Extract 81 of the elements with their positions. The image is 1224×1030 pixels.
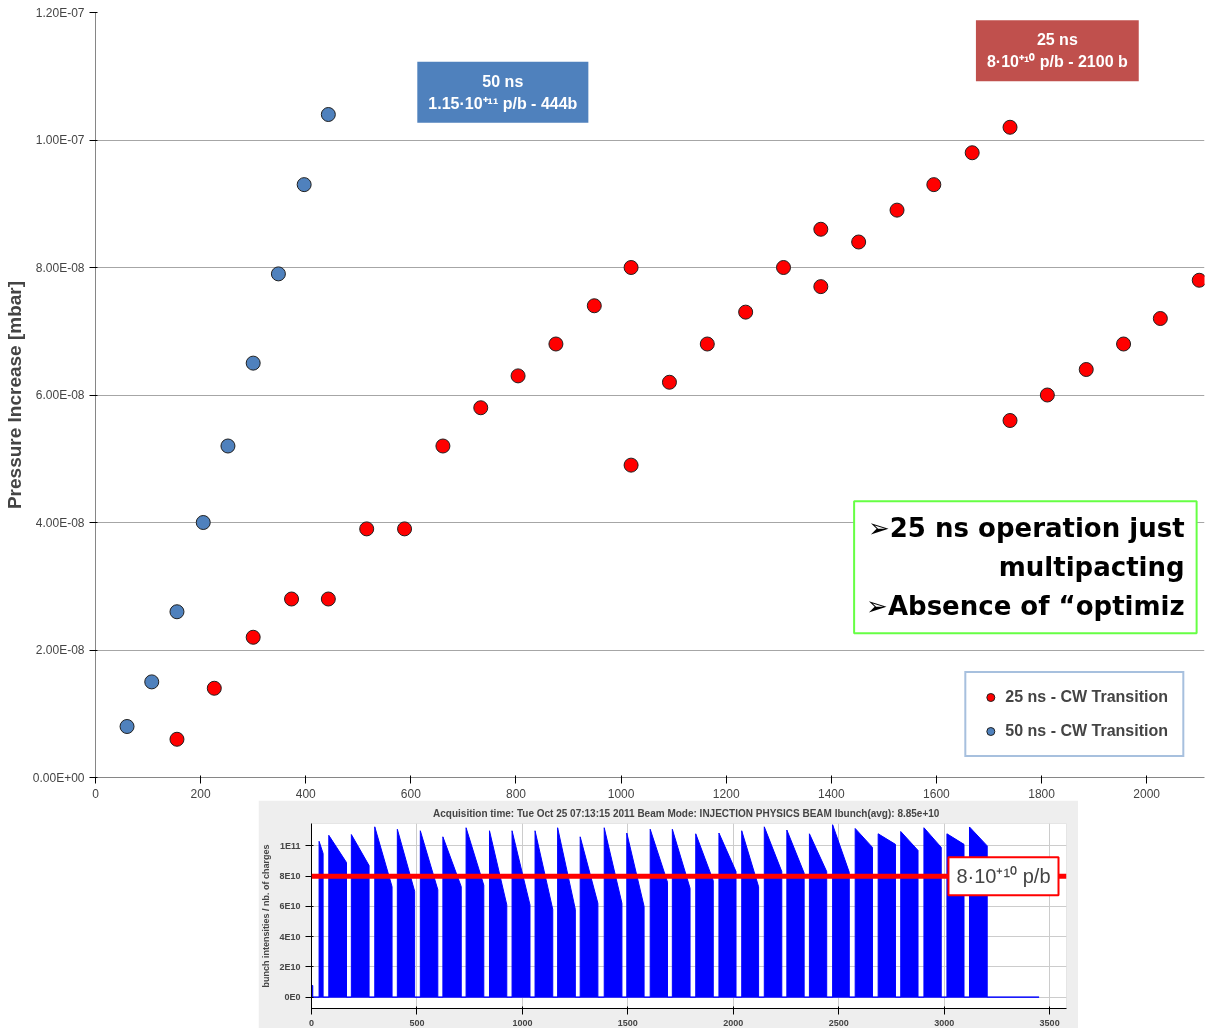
x-tick-label: 1000: [607, 786, 635, 801]
chart-title: Acquisition time: Tue Oct 25 07:13:15 2011 Beam Mode: INJECTION PHYSICS BEAM Ibunch(avg): 8.85e+10: [433, 807, 940, 819]
annotation: ➢25 ns operation just multipacting ➢Absence of “optimiz: [866, 513, 1185, 622]
y-tick-label: 0.00E+00: [32, 770, 85, 785]
x-tick-label: 1000: [512, 1017, 533, 1028]
point: [851, 234, 867, 250]
x-tick-label: 2500: [828, 1017, 849, 1028]
point: [435, 438, 451, 454]
point: [320, 107, 336, 122]
point: [661, 374, 677, 390]
x-tick-label: 2000: [1133, 786, 1161, 801]
y-tick-label: 8E10: [279, 871, 301, 882]
x-tick-label: 0: [309, 1017, 315, 1028]
y-tick-label: 6.00E-08: [35, 388, 85, 402]
y-tick-label: 1.20E-07: [35, 5, 85, 20]
point: [397, 521, 413, 537]
point: [623, 457, 639, 473]
point: [889, 202, 905, 218]
y-axis-title: bunch intensities / nb. of charges: [261, 844, 272, 988]
x-tick-label: 1500: [617, 1017, 638, 1028]
point: [359, 521, 375, 537]
point: [1152, 311, 1168, 326]
x-tick-label: 1800: [1028, 786, 1056, 801]
point: [1039, 387, 1055, 403]
point: [245, 355, 261, 371]
point: [586, 298, 602, 314]
x-tick-label: 500: [409, 1017, 425, 1028]
point: [813, 221, 829, 237]
point: [195, 515, 211, 530]
y-tick-label: 1E11: [279, 840, 301, 851]
point: [245, 629, 261, 645]
point: [320, 591, 336, 607]
y-tick-label: 4.00E-08: [35, 515, 85, 530]
y-tick-label: 2.00E-08: [35, 643, 85, 657]
point: [169, 604, 185, 620]
point: [510, 368, 526, 384]
x-tick-label: 400: [295, 786, 317, 801]
legend-label: 50 ns - CW Transition: [1005, 722, 1168, 740]
point: [1078, 362, 1094, 377]
point: [169, 731, 185, 747]
point: [296, 177, 312, 193]
x-tick-label: 600: [400, 786, 422, 801]
x-tick-label: 0: [92, 786, 100, 801]
annotation: 25 ns 8·10⁺¹⁰ p/b - 2100 b: [986, 31, 1128, 71]
x-tick-label: 1600: [923, 786, 951, 801]
point: [776, 260, 791, 275]
point: [699, 336, 715, 352]
y-tick-label: 4E10: [279, 931, 301, 942]
point: [220, 438, 236, 454]
point: [548, 336, 564, 352]
annotation: 50 ns 1.15·10⁺¹¹ p/b - 444b: [428, 72, 578, 112]
point: [1191, 272, 1205, 288]
point: [1002, 119, 1018, 135]
y-tick-label: 6E10: [279, 901, 301, 912]
point: [206, 680, 222, 696]
point: [270, 266, 286, 282]
x-tick-label: 1400: [817, 786, 845, 801]
point: [1116, 336, 1132, 352]
x-tick-label: 2000: [723, 1017, 744, 1028]
y-tick-label: 1.00E-07: [35, 133, 85, 147]
point: [926, 177, 942, 193]
x-tick-label: 3000: [934, 1017, 955, 1028]
point: [964, 145, 980, 161]
x-tick-label: 200: [190, 786, 211, 801]
y-axis-title: Pressure Increase [mbar]: [3, 280, 25, 510]
point: [473, 400, 489, 416]
point: [119, 719, 135, 734]
legend-label: 25 ns - CW Transition: [1005, 688, 1168, 706]
y-tick-label: 2E10: [279, 961, 301, 972]
point: [623, 260, 639, 275]
point: [813, 279, 829, 295]
x-tick-label: 1200: [712, 786, 740, 801]
point: [284, 591, 300, 607]
y-tick-label: 0E0: [284, 992, 301, 1003]
x-tick-label: 800: [505, 786, 527, 801]
x-tick-label: 3500: [1039, 1017, 1060, 1028]
point: [738, 304, 754, 320]
ref-line-label: 8·10⁺¹⁰ p/b: [956, 865, 1051, 888]
point: [1002, 413, 1018, 428]
y-tick-label: 8.00E-08: [35, 260, 85, 275]
point: [144, 674, 160, 690]
